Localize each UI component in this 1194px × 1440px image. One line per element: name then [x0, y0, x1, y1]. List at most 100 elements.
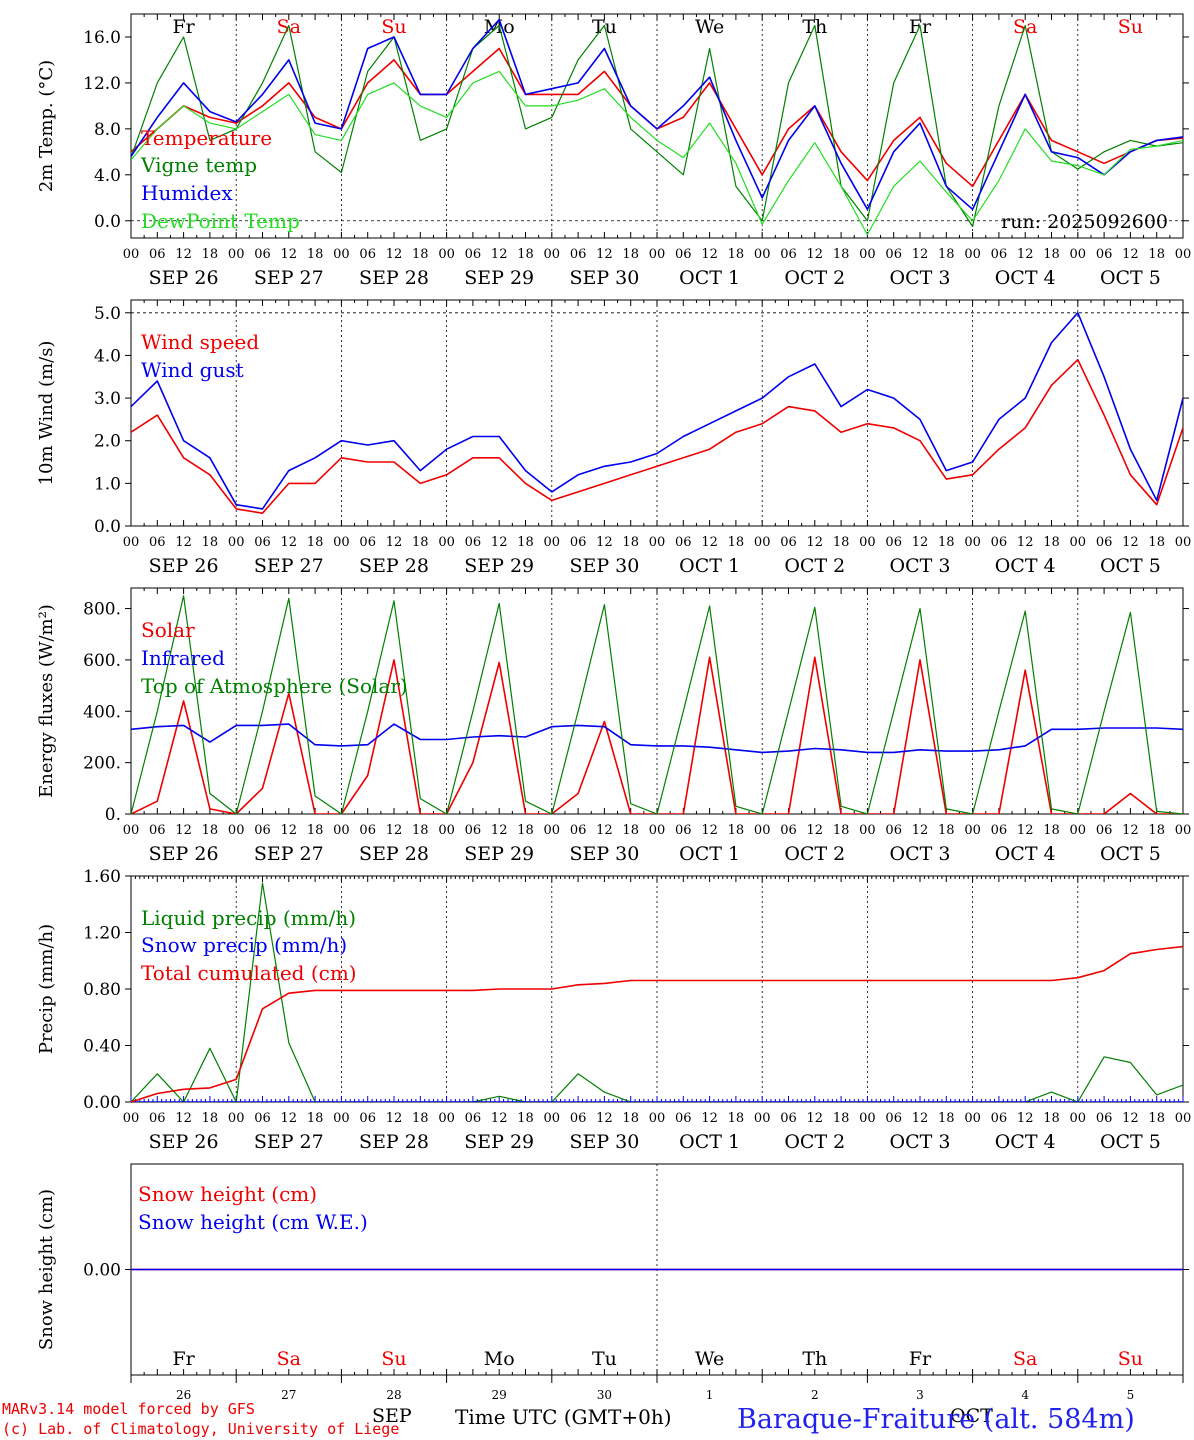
y-tick-label: 3.0 [94, 389, 121, 409]
x-hour-label: 06 [149, 1111, 166, 1126]
x-hour-label: 00 [438, 535, 455, 550]
lab-credit-line: (c) Lab. of Climatology, University of L… [2, 1420, 399, 1438]
x-day-number: 29 [492, 1388, 507, 1402]
x-hour-label: 12 [491, 535, 508, 550]
x-hour-label: 18 [202, 823, 219, 838]
x-date-label: SEP 30 [569, 843, 639, 865]
x-hour-label: 18 [412, 823, 429, 838]
x-date-label: OCT 5 [1100, 1131, 1161, 1153]
x-hour-label: 00 [544, 823, 561, 838]
x-hour-label: 12 [1017, 1111, 1034, 1126]
x-hour-label: 00 [123, 823, 140, 838]
x-hour-label: 18 [202, 535, 219, 550]
x-hour-label: 18 [307, 535, 324, 550]
x-hour-label: 06 [254, 535, 271, 550]
x-hour-label: 18 [833, 823, 850, 838]
x-hour-label: 12 [175, 535, 192, 550]
x-hour-label: 06 [780, 535, 797, 550]
chart-panel-3: 0. 200. 400. 600. 800. Energy fluxes (W/m²) 00… [36, 587, 1192, 865]
x-hour-label: 06 [885, 535, 902, 550]
series-group [131, 595, 1183, 814]
x-hour-label: 18 [1148, 247, 1165, 262]
x-hour-label: 06 [675, 823, 692, 838]
x-date-label: SEP 28 [359, 1131, 429, 1153]
x-hour-label: 06 [465, 823, 482, 838]
legend-entry: Liquid precip (mm/h) [141, 906, 356, 930]
x-hour-label: 00 [228, 823, 245, 838]
x-hour-label: 18 [517, 1111, 534, 1126]
x-hour-label: 12 [1122, 247, 1139, 262]
x-hour-label: 12 [807, 535, 824, 550]
x-weekday-label: Mo [484, 1348, 515, 1370]
x-date-label: SEP 26 [149, 1131, 219, 1153]
x-day-number: 26 [176, 1388, 191, 1402]
x-date-label: SEP 29 [464, 843, 534, 865]
x-date-label: SEP 28 [359, 843, 429, 865]
series-line-dewpoint-temp [131, 70, 1183, 236]
x-hour-label: 00 [1175, 823, 1192, 838]
x-hour-label: 18 [1148, 823, 1165, 838]
x-hour-label: 00 [859, 535, 876, 550]
x-weekday-label: Sa [1013, 1348, 1037, 1370]
x-hour-label: 12 [912, 1111, 929, 1126]
x-hour-label: 06 [465, 535, 482, 550]
x-date-label: OCT 5 [1100, 555, 1161, 577]
x-hour-label: 00 [964, 535, 981, 550]
x-hour-label: 00 [649, 1111, 666, 1126]
x-hour-label: 06 [885, 247, 902, 262]
series-line-liquid-precip-mm-h [131, 882, 1183, 1102]
x-hour-label: 12 [807, 247, 824, 262]
x-hour-label: 00 [754, 823, 771, 838]
legend-entry: Vigne temp [140, 153, 257, 177]
x-date-label: OCT 4 [995, 267, 1056, 289]
legend-entry: Infrared [141, 646, 225, 670]
x-hour-label: 18 [412, 1111, 429, 1126]
x-hour-label: 00 [649, 535, 666, 550]
x-hour-label: 06 [359, 823, 376, 838]
x-day-number: 2 [811, 1388, 819, 1402]
x-hour-label: 06 [991, 823, 1008, 838]
x-date-label: SEP 26 [149, 843, 219, 865]
x-date-label: SEP 27 [254, 1131, 324, 1153]
x-hour-label: 06 [149, 247, 166, 262]
y-tick-label: 0.0 [94, 212, 121, 232]
x-hour-label: 06 [149, 535, 166, 550]
x-hour-label: 06 [254, 823, 271, 838]
x-hour-label: 06 [780, 823, 797, 838]
x-date-label: OCT 2 [784, 843, 845, 865]
x-hour-label: 12 [175, 823, 192, 838]
x-hour-label: 06 [359, 535, 376, 550]
x-hour-label: 00 [228, 1111, 245, 1126]
x-hour-label: 18 [938, 535, 955, 550]
series-line-wind-gust [131, 311, 1183, 510]
y-tick-label: 1.60 [83, 867, 121, 887]
x-hour-label: 12 [1017, 247, 1034, 262]
y-tick-label: 600. [83, 651, 121, 671]
x-date-label: SEP 30 [569, 267, 639, 289]
x-date-label: OCT 1 [679, 555, 740, 577]
x-hour-label: 18 [622, 823, 639, 838]
x-day-number: 1 [706, 1388, 714, 1402]
legend-entry: DewPoint Temp [141, 209, 300, 233]
x-hour-label: 00 [964, 1111, 981, 1126]
month-label-oct: OCT [950, 1405, 993, 1427]
y-tick-label: 0.80 [83, 980, 121, 1000]
x-date-label: OCT 2 [784, 555, 845, 577]
x-hour-label: 18 [517, 823, 534, 838]
x-date-label: SEP 27 [254, 267, 324, 289]
x-hour-label: 12 [1017, 823, 1034, 838]
x-hour-label: 12 [807, 1111, 824, 1126]
x-hour-label: 00 [544, 1111, 561, 1126]
x-hour-label: 12 [491, 1111, 508, 1126]
x-hour-label: 12 [596, 1111, 613, 1126]
x-hour-label: 06 [570, 535, 587, 550]
x-hour-label: 12 [281, 1111, 298, 1126]
x-hour-label: 12 [596, 535, 613, 550]
x-hour-label: 00 [859, 823, 876, 838]
run-annotation: run: 2025092600 [1001, 211, 1168, 233]
x-hour-label: 00 [544, 535, 561, 550]
x-hour-label: 06 [570, 1111, 587, 1126]
x-hour-label: 06 [991, 247, 1008, 262]
x-hour-label: 12 [912, 823, 929, 838]
x-hour-label: 18 [202, 247, 219, 262]
